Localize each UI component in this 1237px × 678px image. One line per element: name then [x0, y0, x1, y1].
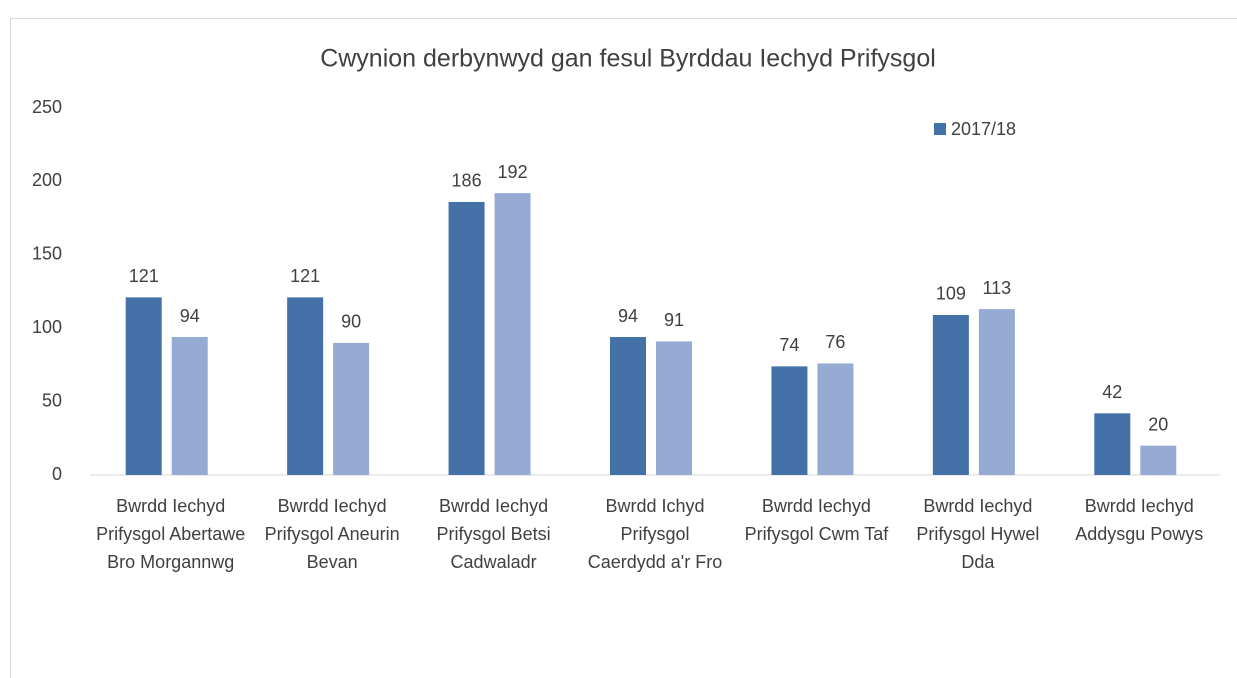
data-label: 109 [936, 284, 966, 304]
x-tick-label: Bwrdd Ichyd Prifysgol Caerdydd a'r Fro [588, 496, 723, 572]
legend-swatch [934, 123, 946, 135]
x-tick-line: Prifysgol Betsi [437, 524, 551, 544]
x-tick-label: Bwrdd Iechyd Prifysgol Betsi Cadwaladr [437, 496, 551, 572]
bar [171, 337, 208, 475]
bar [287, 297, 324, 475]
bar [333, 342, 370, 475]
chart-title: Cwynion derbynwyd gan fesul Byrddau Iech… [320, 45, 936, 73]
bar [771, 366, 808, 475]
bar [1140, 445, 1177, 475]
x-tick-line: Cadwaladr [451, 552, 537, 572]
data-label: 76 [825, 332, 845, 352]
x-tick-line: Bwrdd Ichyd [605, 496, 704, 516]
data-label: 121 [290, 266, 320, 286]
data-label: 94 [618, 306, 638, 326]
bar [125, 297, 162, 475]
y-tick-label: 250 [32, 97, 62, 117]
data-label: 90 [341, 312, 361, 332]
x-tick-line: Bwrdd Iechyd [439, 496, 548, 516]
bar [656, 341, 692, 475]
x-tick-line: Caerdydd a'r Fro [588, 552, 723, 572]
legend-label: 2017/18 [951, 119, 1016, 139]
data-label: 91 [664, 310, 684, 330]
x-tick-line: Bwrdd Iechyd [116, 496, 225, 516]
x-tick-line: Prifysgol Cwm Taf [745, 524, 890, 544]
x-tick-line: Bwrdd Iechyd [762, 496, 871, 516]
data-label: 186 [452, 171, 482, 191]
x-tick-line: Bro Morgannwg [107, 552, 234, 572]
chart-border [10, 18, 1237, 678]
bar [610, 337, 646, 475]
x-tick-line: Bwrdd Iechyd [923, 496, 1032, 516]
x-tick-line: Dda [961, 552, 995, 572]
data-label: 94 [180, 306, 200, 326]
x-tick-label: Bwrdd Iechyd Prifysgol Hywel Dda [916, 496, 1039, 572]
bar [932, 314, 969, 475]
y-tick-label: 50 [42, 390, 62, 410]
x-tick-label: Bwrdd Iechyd Prifysgol Cwm Taf [745, 496, 890, 544]
x-tick-label: Bwrdd Iechyd Addysgu Powys [1075, 496, 1203, 544]
bar [978, 309, 1015, 475]
bar [494, 193, 531, 476]
data-label: 42 [1102, 382, 1122, 402]
x-tick-label: Bwrdd Iechyd Prifysgol Abertawe Bro Morgan… [96, 496, 245, 572]
x-tick-line: Bwrdd Iechyd [1085, 496, 1194, 516]
data-label: 74 [779, 335, 799, 355]
x-tick-line: Bwrdd Iechyd [278, 496, 387, 516]
bar [1094, 413, 1131, 475]
x-tick-line: Prifysgol Abertawe [96, 524, 245, 544]
y-tick-label: 200 [32, 170, 62, 190]
x-tick-label: Bwrdd Iechyd Prifysgol Aneurin Bevan [265, 496, 400, 572]
data-label: 121 [129, 266, 159, 286]
data-label: 192 [498, 162, 528, 182]
y-tick-label: 150 [32, 244, 62, 264]
x-tick-line: Addysgu Powys [1075, 524, 1203, 544]
x-tick-line: Prifysgol Hywel [916, 524, 1039, 544]
x-tick-line: Prifysgol Aneurin [265, 524, 400, 544]
bar [448, 201, 485, 475]
bar [817, 363, 854, 475]
y-tick-label: 0 [52, 464, 62, 484]
x-tick-line: Prifysgol [620, 524, 689, 544]
data-label: 20 [1148, 414, 1168, 434]
x-tick-line: Bevan [307, 552, 358, 572]
y-tick-label: 100 [32, 317, 62, 337]
data-label: 113 [983, 278, 1012, 298]
